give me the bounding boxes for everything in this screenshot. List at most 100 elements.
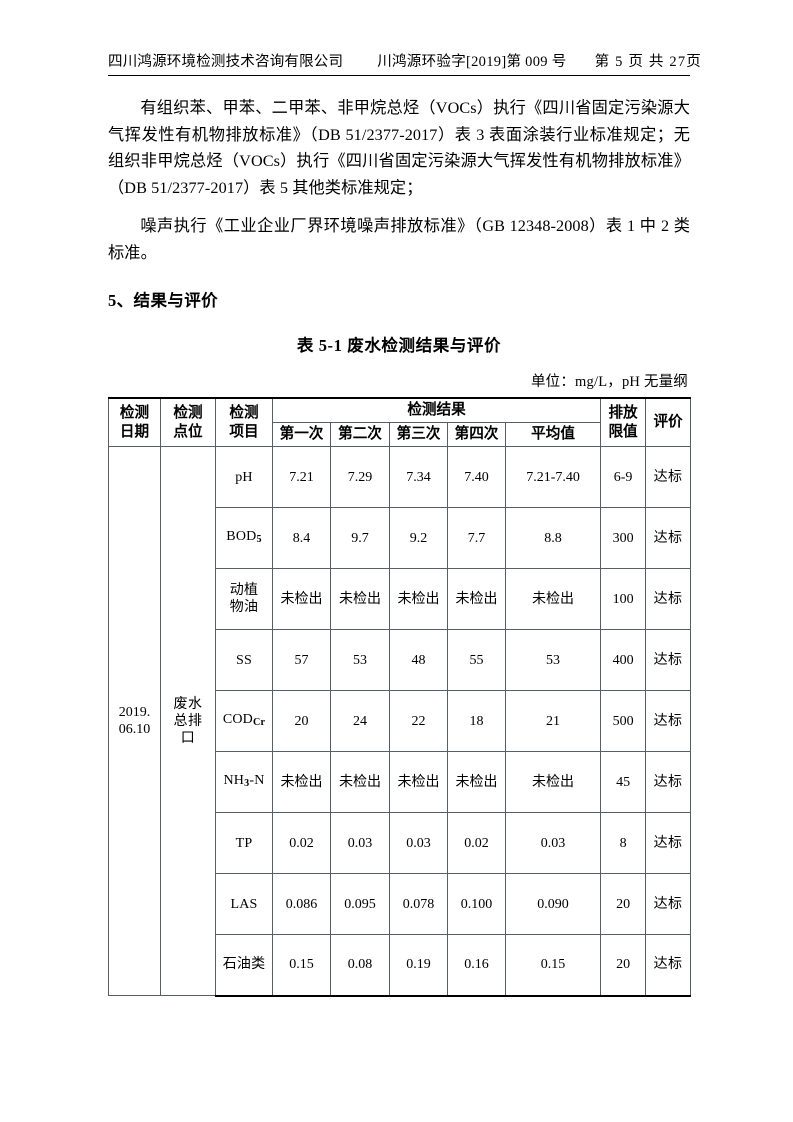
cell-evaluation: 达标 [645,446,692,508]
cell-run-3: 22 [389,690,448,752]
table-body: 2019. 06.10 废水 总排 口 pH 7.21 7.29 7.34 7.40 7.21… [108,446,692,997]
cell-run-3: 0.19 [389,934,448,997]
cell-detection-item: CODCr [215,690,273,752]
wastewater-results-table: 检测 日期 检测 点位 检测 项目 检测结果 排放 限值 评价 第一次 第二次 … [108,397,692,997]
item-subscript: 3 [244,778,250,790]
cell-run-4: 未检出 [447,751,506,813]
running-header: 四川鸿源环境检测技术咨询有限公司 川鸿源环验字[2019]第 009 号 第 5… [108,50,701,76]
cell-run-1: 8.4 [272,507,331,569]
cell-detection-date: 2019. 06.10 [108,446,161,996]
table-row: TP 0.02 0.03 0.03 0.02 0.03 8 达标 [109,812,692,874]
cell-run-4: 未检出 [447,568,506,630]
th-average: 平均值 [504,422,602,447]
table-row: 石油类 0.15 0.08 0.19 0.16 0.15 20 达标 [109,934,692,997]
table-header-row-top: 检测 日期 检测 点位 检测 项目 检测结果 排放 限值 评价 [108,397,692,447]
cell-run-1: 0.086 [272,873,331,935]
header-company-name: 四川鸿源环境检测技术咨询有限公司 [108,54,344,70]
cell-run-2: 0.095 [330,873,390,935]
cell-run-3: 未检出 [389,751,448,813]
cell-detection-point: 废水 总排 口 [160,446,216,996]
table-row: BOD5 8.4 9.7 9.2 7.7 8.8 300 达标 [109,507,692,569]
cell-detection-item: SS [215,629,273,691]
cell-run-2: 0.03 [330,812,390,874]
cell-detection-item: LAS [215,873,273,935]
cell-run-1: 未检出 [272,568,331,630]
paragraph-voc-standards: 有组织苯、甲苯、二甲苯、非甲烷总烃（VOCs）执行《四川省固定污染源大气挥发性有… [108,99,690,197]
cell-detection-item: NH3-N [215,751,273,813]
cell-run-2: 53 [330,629,390,691]
cell-average: 未检出 [504,751,602,813]
cell-run-4: 7.7 [447,507,506,569]
table-row: 2019. 06.10 废水 总排 口 pH 7.21 7.29 7.34 7.40 7.21… [108,446,692,996]
cell-discharge-limit: 500 [600,690,647,752]
cell-run-3: 0.03 [389,812,448,874]
item-subscript: 5 [256,534,262,546]
cell-average: 21 [504,690,602,752]
cell-discharge-limit: 20 [600,934,647,997]
cell-run-3: 0.078 [389,873,448,935]
cell-evaluation: 达标 [645,629,692,691]
cell-run-2: 0.08 [330,934,390,997]
cell-evaluation: 达标 [645,751,692,813]
th-detection-item: 检测 项目 [215,397,273,447]
cell-run-1: 0.15 [272,934,331,997]
th-run-1: 第一次 [272,422,331,447]
cell-detection-item: BOD5 [215,507,273,569]
cell-run-3: 9.2 [389,507,448,569]
cell-run-2: 未检出 [330,568,390,630]
cell-run-3: 未检出 [389,568,448,630]
item-subscript: Cr [253,717,266,729]
cell-run-4: 0.02 [447,812,506,874]
cell-run-1: 未检出 [272,751,331,813]
th-discharge-limit: 排放 限值 [600,397,647,447]
table-header-row-runs: 第一次 第二次 第三次 第四次 平均值 [109,422,691,447]
cell-discharge-limit: 100 [600,568,647,630]
cell-detection-item: pH [215,446,273,508]
table-row: NH3-N 未检出 未检出 未检出 未检出 未检出 45 达标 [109,751,692,813]
th-detection-point: 检测 点位 [160,397,216,447]
cell-average: 53 [504,629,602,691]
cell-run-4: 7.40 [447,446,506,508]
table-row: 动植 物油 未检出 未检出 未检出 未检出 未检出 100 达标 [109,568,692,630]
table-head: 检测 日期 检测 点位 检测 项目 检测结果 排放 限值 评价 第一次 第二次 … [108,397,692,447]
table-row: LAS 0.086 0.095 0.078 0.100 0.090 20 达标 [109,873,692,935]
cell-discharge-limit: 300 [600,507,647,569]
cell-detection-item: TP [215,812,273,874]
cell-run-2: 24 [330,690,390,752]
cell-discharge-limit: 400 [600,629,647,691]
cell-run-2: 7.29 [330,446,390,508]
section-title-results: 5、结果与评价 [108,291,219,310]
cell-average: 未检出 [504,568,602,630]
cell-run-3: 7.34 [389,446,448,508]
cell-run-1: 0.02 [272,812,331,874]
cell-average: 0.090 [504,873,602,935]
cell-run-2: 9.7 [330,507,390,569]
cell-evaluation: 达标 [645,873,692,935]
cell-discharge-limit: 45 [600,751,647,813]
cell-detection-item: 动植 物油 [215,568,273,630]
document-body: 有组织苯、甲苯、二甲苯、非甲烷总烃（VOCs）执行《四川省固定污染源大气挥发性有… [108,95,692,997]
cell-discharge-limit: 8 [600,812,647,874]
cell-run-1: 7.21 [272,446,331,508]
paragraph-noise-standards: 噪声执行《工业企业厂界环境噪声排放标准》（GB 12348-2008）表 1 中… [108,217,690,262]
cell-evaluation: 达标 [645,690,692,752]
cell-discharge-limit: 6-9 [600,446,647,508]
header-report-code: 川鸿源环验字[2019]第 009 号 [377,54,567,70]
table-row: CODCr 20 24 22 18 21 500 达标 [109,690,692,752]
cell-run-1: 57 [272,629,331,691]
cell-evaluation: 达标 [645,934,692,997]
cell-average: 7.21-7.40 [504,446,602,508]
table-unit-note: 单位：mg/L，pH 无量纲 [530,374,688,390]
cell-run-4: 0.16 [447,934,506,997]
th-run-4: 第四次 [447,422,506,447]
cell-run-1: 20 [272,690,331,752]
th-detection-date: 检测 日期 [108,397,161,447]
th-detection-results-group: 检测结果 [271,397,602,423]
header-page-number: 第 5 页 共 27页 [594,54,703,70]
cell-run-2: 未检出 [330,751,390,813]
table-caption: 表 5-1 废水检测结果与评价 [296,336,502,355]
cell-run-4: 0.100 [447,873,506,935]
cell-evaluation: 达标 [645,507,692,569]
cell-evaluation: 达标 [645,568,692,630]
